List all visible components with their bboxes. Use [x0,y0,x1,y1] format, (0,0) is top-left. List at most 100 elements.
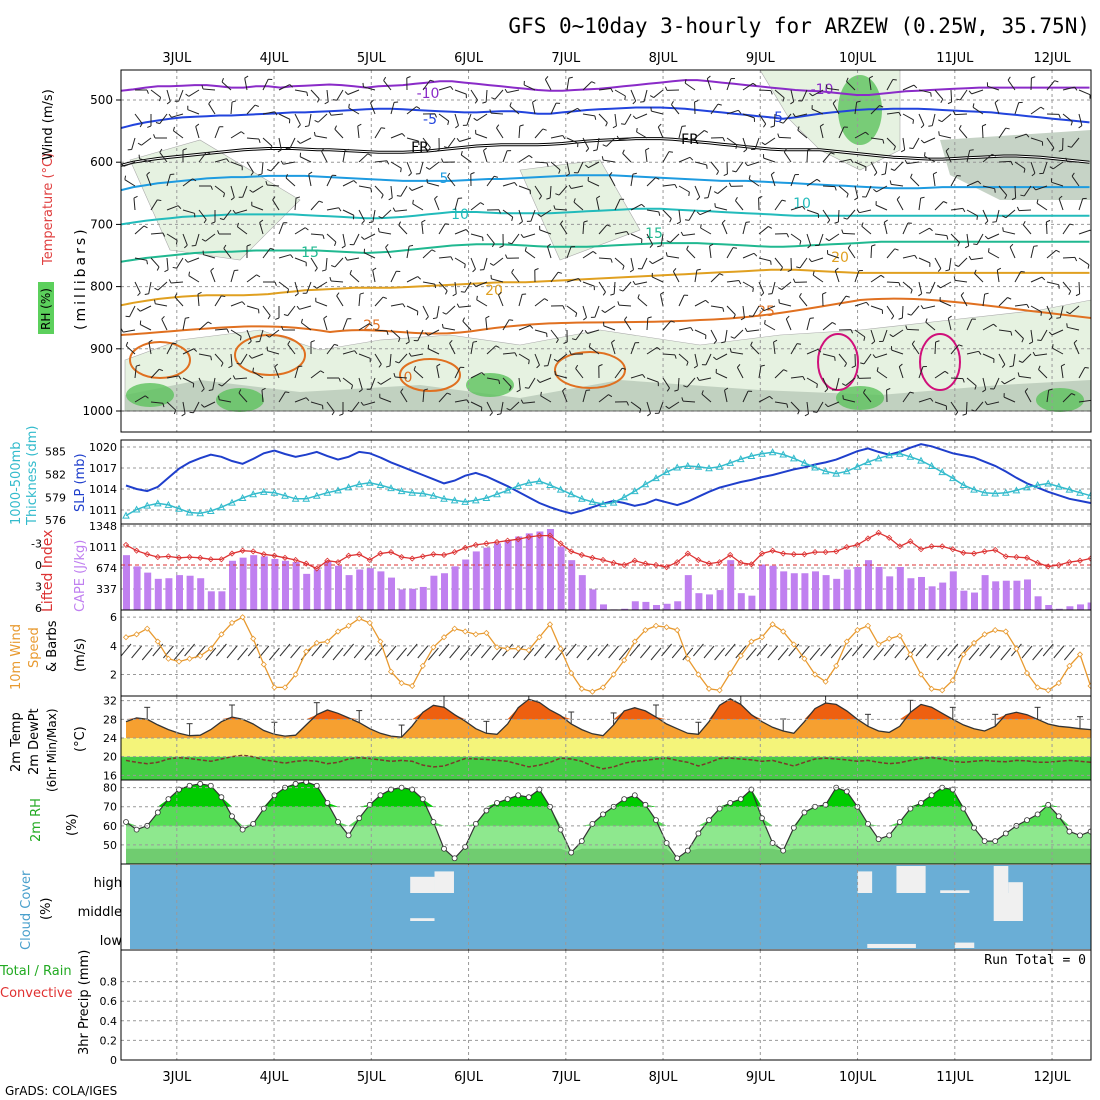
rh-point [123,819,129,825]
li-point [303,560,310,567]
cape-bar [441,573,448,610]
ylabel-minmax: (6hr Min/Max) [45,709,59,793]
wind-speed-point [366,619,373,626]
wind-speed-point [515,645,522,652]
li-point [801,551,808,558]
rh-point [483,807,490,814]
li-point [175,554,183,561]
thickness-point [524,478,533,486]
wind-speed-point [536,634,543,641]
wind-speed-point [1066,662,1073,669]
rh-point [441,845,447,852]
rh-point [865,821,871,827]
ylabel-2m-dewpt: 2m DewPt [27,708,42,775]
cape-bar [313,569,321,610]
thickness-point [514,481,523,489]
wind-speed-point [589,688,596,695]
rh-point [790,824,797,831]
cape-bar [663,603,671,610]
thickness-point [705,464,713,472]
rh-point [345,832,352,839]
wind-speed-point [674,627,681,634]
wind-speed-point [843,638,850,645]
thickness-point [291,494,300,502]
isotherm-contour-25 [129,341,191,379]
thickness-point [917,456,925,464]
dewpoint-line [125,754,1091,770]
temp-fill-hot [126,698,1091,720]
wind-speed-point [334,628,342,635]
rh-point [388,786,394,793]
wind-speed-point [801,655,808,662]
cape-bar [801,573,809,610]
wind-speed-point [833,662,840,669]
thickness-point [281,491,289,499]
cape-bar [674,601,682,610]
wind-speed-point [1045,687,1052,694]
thickness-point [440,494,448,502]
wind-speed-point [133,631,140,638]
rh-fill-band [126,781,1091,826]
pressure-tick-label: 900 [90,342,113,356]
li-point [949,546,956,553]
cloud-level-label: middle [78,905,122,920]
isotherm-line [121,106,1090,129]
thickness-point [832,469,841,477]
li-point [324,557,331,564]
ylabel-wind: Wind (m/s) [41,89,56,160]
thickness-point [1044,479,1053,487]
day-label-top: 9JUL [746,51,776,66]
wind-10m-barbs [121,643,1075,661]
cape-bar [303,573,311,610]
li-point [1055,561,1062,569]
cape-bar [197,578,205,610]
wind-speed-point [175,658,183,665]
rh-point [600,811,606,818]
wind-speed-point [748,638,755,645]
li-point [1013,554,1020,561]
wind-speed-point [1002,628,1009,635]
slp-tick-label: 1014 [89,483,117,496]
rh-shade-moist [836,386,884,410]
cape-bar [324,561,332,610]
temp-plot [121,696,1091,780]
isotherm-label: 15 [645,226,663,242]
cloud-block [410,918,435,921]
cape-bar [250,555,258,610]
rh-point [324,800,331,806]
li-point [631,557,638,564]
li-point [790,551,797,558]
li-point [483,540,490,547]
wind-speed-point [705,685,713,692]
thickness-point [726,458,735,466]
wind-speed-point [568,670,575,677]
thickness-point [217,503,226,511]
isotherm-label: 20 [831,250,849,266]
li-point [133,547,140,554]
cloud-block [410,876,435,893]
thickness-point [1012,486,1021,494]
wind-speed-point [822,678,829,685]
cape-bar [525,533,533,610]
wind-speed-point [239,614,246,621]
li-point [144,551,151,558]
wind-speed-point [780,628,787,635]
cape-bar [949,571,957,610]
thickness-point [503,486,512,494]
rh-point [1077,832,1083,839]
rh-tick-label: 50 [103,839,117,852]
wind-speed-point [684,655,691,662]
thickness-point [895,449,904,457]
li-point [546,532,554,539]
ylabel-lifted-index: Lifted Index [40,530,56,612]
isotherm-contour-30 [919,333,961,391]
wind-speed-point [1013,645,1020,652]
li-point [334,559,342,566]
thickness-point [355,480,364,488]
cape-tick-label: 337 [96,583,117,596]
li-point [780,550,787,557]
temp-tick-label: 16 [103,769,117,782]
thickness-point [630,487,639,495]
wind-speed-point [525,647,532,654]
